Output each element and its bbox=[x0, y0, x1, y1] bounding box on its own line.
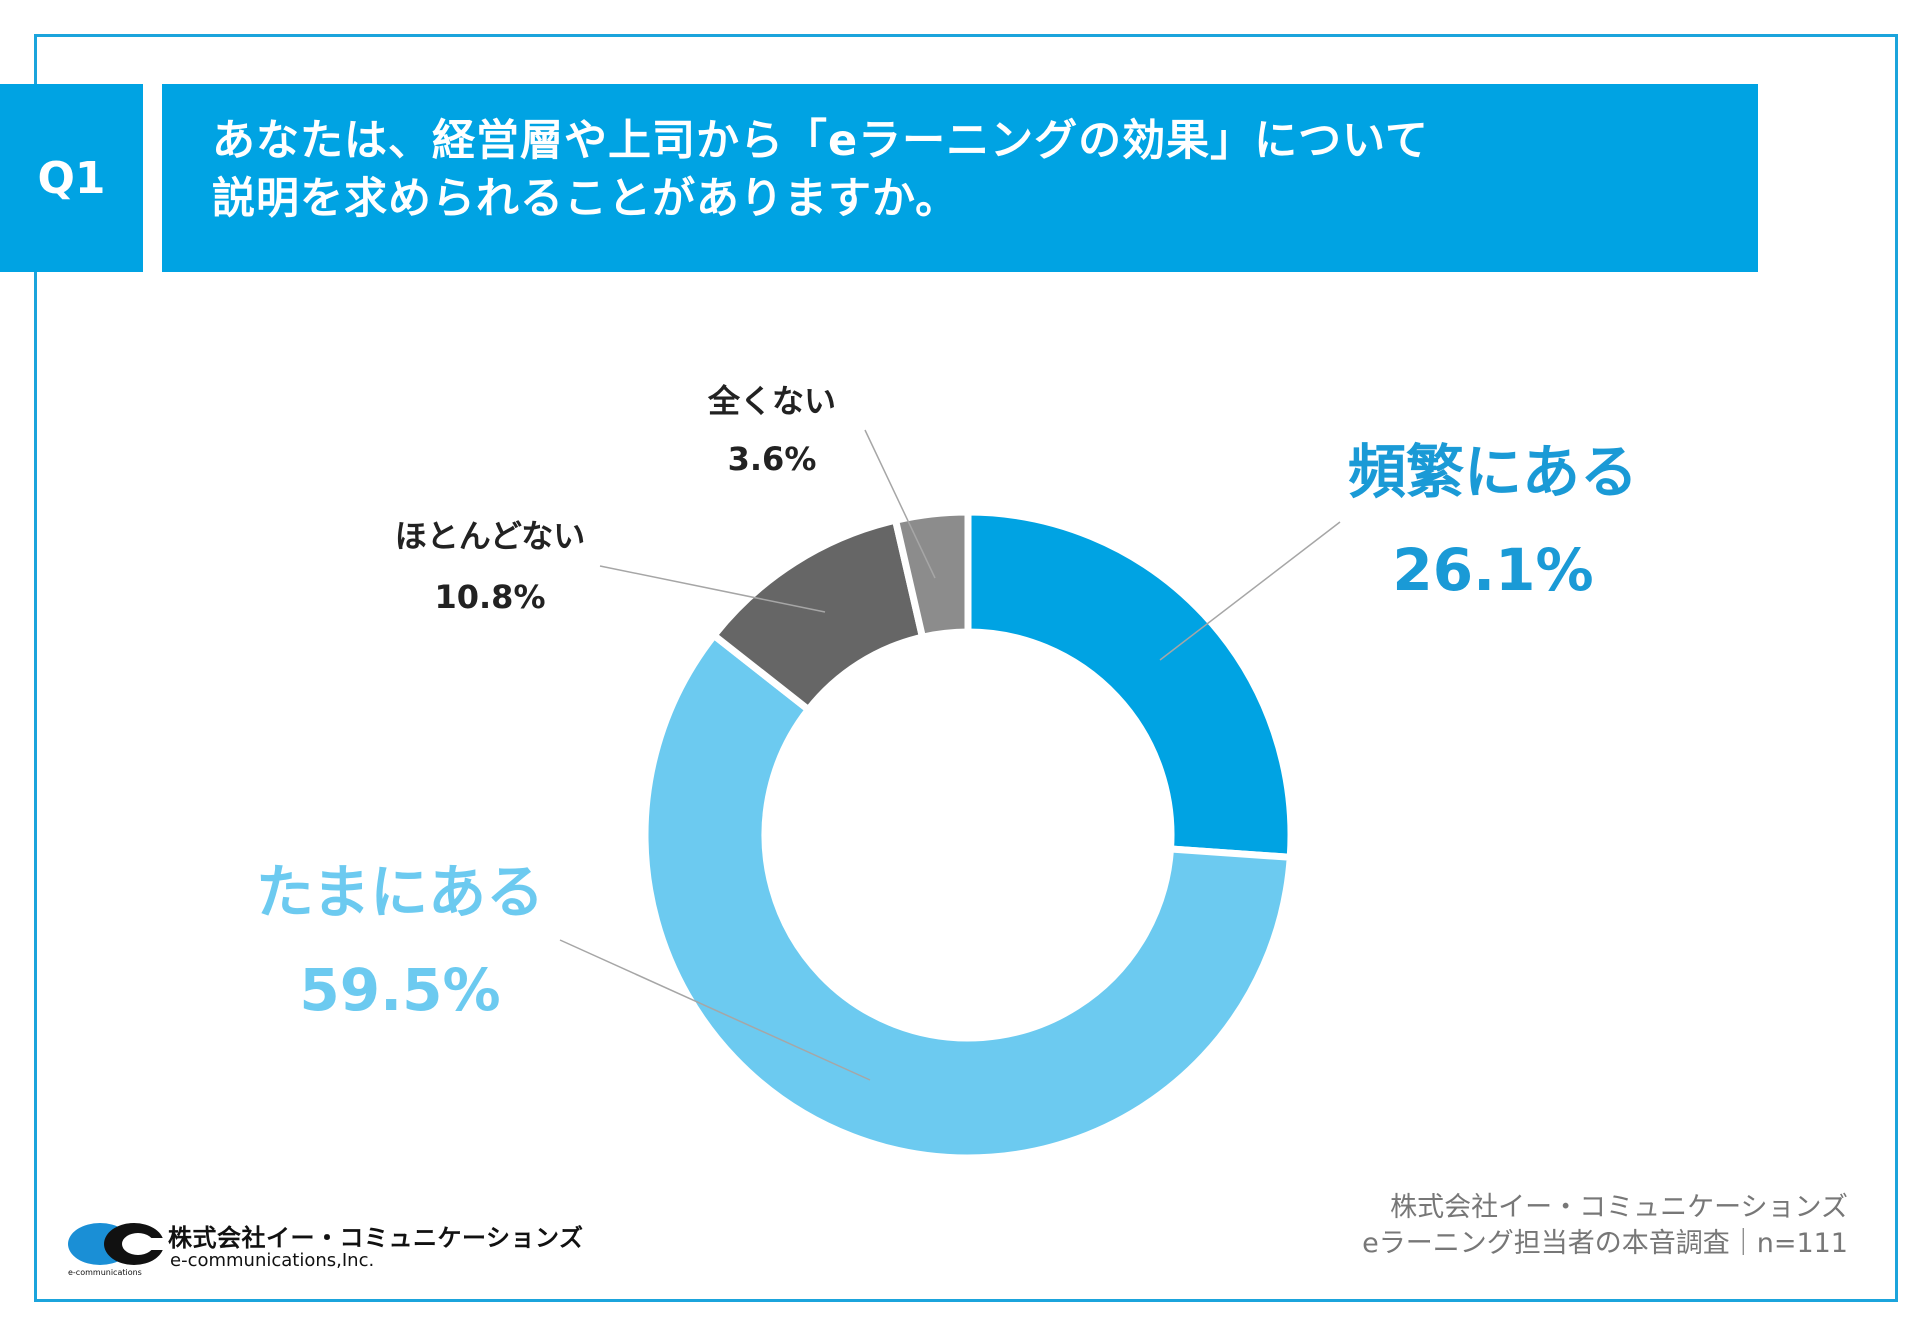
logo-text-en: e-communications,Inc. bbox=[170, 1250, 375, 1271]
donut-slice-4 bbox=[891, 508, 972, 642]
donut-slice-1 bbox=[964, 508, 1295, 862]
logo-text-ja: 株式会社イー・コミュニケーションズ bbox=[168, 1224, 584, 1252]
value-label-3: 10.8% bbox=[434, 578, 545, 616]
question-text-line-1: あなたは、経営層や上司から「eラーニングの効果」について bbox=[212, 116, 1429, 166]
frame-border bbox=[34, 34, 1898, 1302]
leader-line-4 bbox=[864, 429, 936, 579]
logo-text-small: e-communications bbox=[68, 1268, 142, 1277]
leader-line-3 bbox=[599, 565, 826, 613]
credit-survey: eラーニング担当者の本音調査｜n=111 bbox=[1362, 1228, 1848, 1259]
credit-company: 株式会社イー・コミュニケーションズ bbox=[1390, 1192, 1848, 1223]
question-number: Q1 bbox=[37, 152, 106, 204]
category-label-1: 頻繁にある bbox=[1348, 438, 1638, 506]
value-label-2: 59.5% bbox=[299, 956, 500, 1024]
category-label-4: 全くない bbox=[707, 382, 836, 420]
question-badge: Q1 bbox=[0, 84, 143, 272]
leader-line-1 bbox=[1159, 521, 1341, 661]
question-text-line-2: 説明を求められることがありますか。 bbox=[212, 174, 960, 224]
source-credit: 株式会社イー・コミュニケーションズ eラーニング担当者の本音調査｜n=111 bbox=[1362, 1190, 1848, 1262]
value-label-4: 3.6% bbox=[728, 440, 817, 478]
donut-slice-2 bbox=[641, 630, 1294, 1162]
category-label-3: ほとんどない bbox=[395, 517, 585, 555]
leader-line-2 bbox=[559, 939, 871, 1081]
company-logo: 株式会社イー・コミュニケーションズ e-communications,Inc. … bbox=[68, 1218, 588, 1278]
logo-mark-icon bbox=[68, 1223, 168, 1265]
category-label-2: たまにある bbox=[256, 858, 544, 926]
question-banner: あなたは、経営層や上司から「eラーニングの効果」について 説明を求められることが… bbox=[162, 84, 1758, 272]
value-label-1: 26.1% bbox=[1392, 536, 1593, 604]
